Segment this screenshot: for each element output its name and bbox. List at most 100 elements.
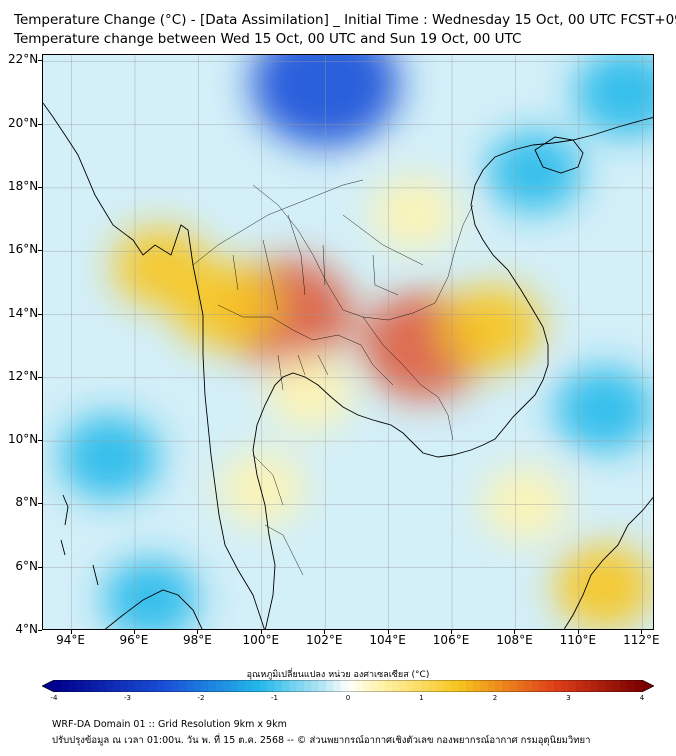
lon-tick: [70, 630, 72, 634]
colorbar-tick-label: -3: [124, 694, 131, 702]
colorbar-segment: [149, 680, 158, 692]
colorbar-segment: [178, 680, 187, 692]
lon-label: 110°E: [559, 633, 597, 647]
temp-blob-andaman-cool: [59, 414, 160, 500]
colorbar-segment: [539, 680, 547, 692]
colorbar-segment: [627, 680, 636, 692]
coastlines: [43, 102, 653, 629]
lon-tick: [133, 630, 135, 634]
lat-label: 8°N: [15, 495, 38, 510]
lat-tick: [38, 630, 42, 631]
colorbar-segment: [561, 680, 569, 692]
colorbar-segment: [259, 680, 268, 692]
colorbar-segment: [61, 680, 70, 692]
lat-tick: [38, 440, 42, 442]
border-provinces-n: [232, 214, 326, 311]
colorbar-segment: [127, 680, 136, 692]
colorbar-segment: [54, 680, 62, 692]
lon-label: 102°E: [305, 633, 343, 647]
colorbar-segment: [171, 680, 180, 692]
colorbar-tick-label: 3: [566, 694, 571, 702]
colorbar: [42, 680, 654, 692]
coastline-islands: [60, 494, 99, 586]
colorbar-segment: [546, 680, 555, 692]
temp-blob-vietnam-coast-warm: [443, 284, 544, 370]
colorbar-segment: [619, 680, 628, 692]
lat-label: 16°N: [8, 242, 39, 257]
colorbar-segment: [436, 680, 445, 692]
graticule: [43, 55, 653, 629]
colorbar-segment: [120, 680, 128, 692]
temp-blob-tonkin-cool: [486, 131, 583, 213]
colorbar-segment: [156, 680, 165, 692]
colorbar-segments: [42, 680, 654, 692]
lat-tick: [38, 376, 42, 378]
colorbar-segment: [399, 680, 408, 692]
colorbar-segment: [517, 680, 525, 692]
border-cambodia: [362, 316, 454, 441]
colorbar-segment: [443, 680, 452, 692]
colorbar-segment: [568, 680, 577, 692]
colorbar-segment: [252, 680, 261, 692]
border-laos: [252, 184, 474, 321]
colorbar-segment: [201, 680, 209, 692]
lon-label: 96°E: [119, 633, 149, 647]
colorbar-segment: [362, 680, 371, 692]
colorbar-segment: [392, 680, 400, 692]
colorbar-segment: [612, 680, 621, 692]
temp-blob-lower-thailand-warm: [266, 356, 353, 431]
temp-blob-far-ne-cool: [574, 55, 653, 138]
colorbar-segment: [90, 680, 99, 692]
colorbar-segment: [553, 680, 562, 692]
colorbar-segment: [164, 680, 173, 692]
colorbar-segment: [605, 680, 614, 692]
lon-tick: [641, 630, 643, 634]
colorbar-segment: [340, 680, 349, 692]
coastline-sumatra: [104, 589, 203, 629]
colorbar-segment: [524, 680, 533, 692]
temp-blob-laos-warm: [370, 176, 458, 250]
lon-tick: [260, 630, 262, 634]
colorbar-segment: [428, 680, 437, 692]
lon-tick: [451, 630, 453, 634]
colorbar-segment: [509, 680, 518, 692]
coastline-hainan: [534, 136, 584, 174]
lat-label: 12°N: [8, 368, 39, 383]
coastline-myanmar: [43, 102, 265, 629]
colorbar-segment: [450, 680, 459, 692]
colorbar-tick-label: 1: [419, 694, 424, 702]
colorbar-min-arrow: [42, 680, 54, 692]
colorbar-segment: [215, 680, 224, 692]
colorbar-segment: [634, 680, 643, 692]
colorbar-tick-label: 4: [639, 694, 645, 702]
colorbar-segment: [333, 680, 342, 692]
colorbar-tick-label: 2: [492, 694, 498, 702]
colorbar-segment: [230, 680, 239, 692]
colorbar-segment: [370, 680, 378, 692]
colorbar-tick-label: -2: [197, 694, 205, 702]
lon-tick: [577, 630, 579, 634]
colorbar-segment: [142, 680, 151, 692]
colorbar-segment: [384, 680, 393, 692]
lon-label: 98°E: [182, 633, 212, 647]
colorbar-max-arrow: [642, 680, 654, 692]
colorbar-segment: [112, 680, 121, 692]
lat-label: 10°N: [8, 432, 39, 447]
colorbar-segment: [590, 680, 599, 692]
lat-label: 6°N: [15, 558, 38, 573]
colorbar-segment: [267, 680, 275, 692]
border-provinces-ne: [342, 214, 424, 296]
temperature-change-map: [43, 55, 653, 629]
colorbar-segment: [237, 680, 246, 692]
map-title: Temperature Change (°C) - [Data Assimila…: [14, 12, 676, 28]
coastline-gulf: [252, 117, 653, 629]
lon-tick: [324, 630, 326, 634]
colorbar-segment: [318, 680, 327, 692]
colorbar-segment: [414, 680, 422, 692]
lon-tick: [387, 630, 389, 634]
colorbar-segment: [348, 680, 356, 692]
map-panel: [42, 54, 654, 630]
border-south: [252, 454, 304, 576]
lat-label: 22°N: [8, 52, 39, 67]
lat-label: 4°N: [15, 622, 38, 636]
